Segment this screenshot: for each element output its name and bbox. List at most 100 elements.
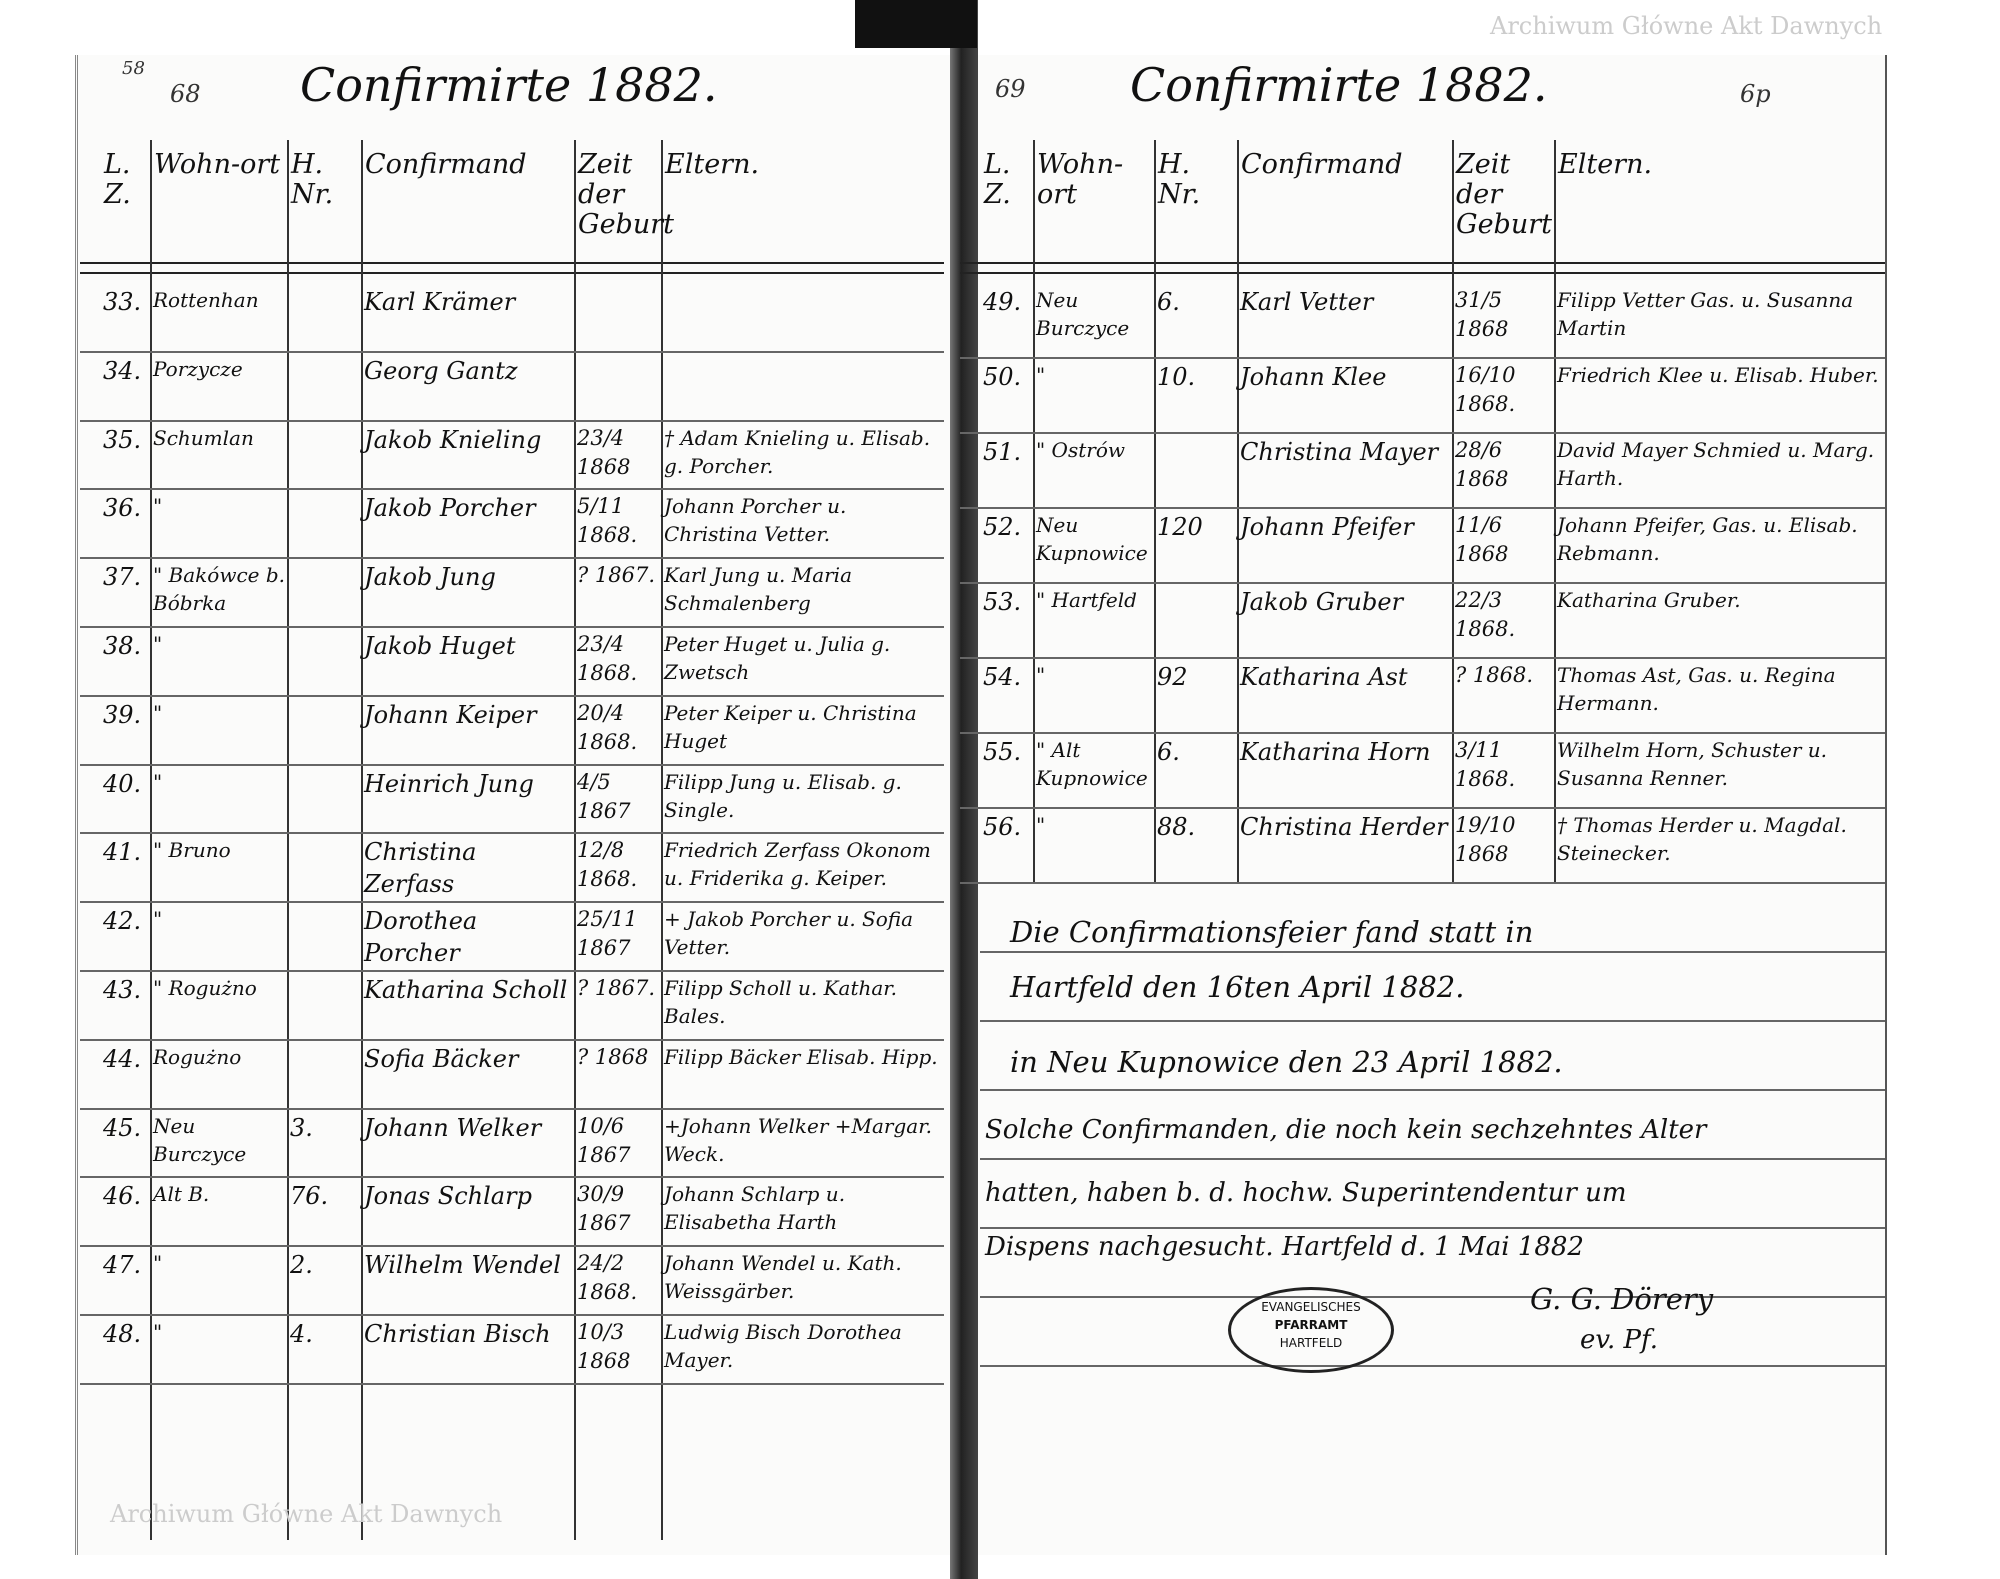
- row-place: " Bakówce b. Bóbrka: [153, 563, 286, 616]
- row-rule: [80, 1382, 944, 1385]
- row-house: 6.: [1157, 738, 1180, 766]
- header-rule: [960, 272, 1885, 274]
- row-parents: Johann Pfeifer, Gas. u. Elisab. Rebmann.: [1557, 513, 1858, 565]
- row-name: Johann Pfeifer: [1240, 513, 1414, 541]
- column-divider: [150, 140, 152, 1540]
- ruled-line: [980, 1296, 1885, 1298]
- row-name: Katharina Horn: [1240, 738, 1431, 766]
- row-place: " Alt Kupnowice: [1036, 738, 1148, 790]
- row-rule: [960, 582, 1885, 584]
- row-name: Jakob Huget: [364, 632, 516, 660]
- row-rule: [80, 694, 944, 697]
- row-name: Jonas Schlarp: [364, 1182, 532, 1211]
- row-no: 44.: [103, 1044, 142, 1073]
- row-no: 53.: [983, 588, 1022, 616]
- note-line-4: Solche Confirmanden, die noch kein sechz…: [985, 1115, 1707, 1145]
- row-no: 46.: [103, 1182, 142, 1211]
- row-place: ": [153, 494, 163, 519]
- column-divider: [1033, 140, 1035, 882]
- row-no: 50.: [983, 363, 1022, 391]
- column-divider: [574, 140, 576, 1540]
- column-divider: [1154, 140, 1156, 882]
- column-divider: [1237, 140, 1239, 882]
- row-name: Christian Bisch: [364, 1320, 551, 1348]
- row-birth: 24/2 1868.: [577, 1251, 638, 1305]
- row-birth: 31/5 1868: [1455, 288, 1509, 341]
- column-header-name: Confirmand: [365, 149, 527, 180]
- signature: G. G. Dörery: [1530, 1282, 1714, 1316]
- column-divider: [287, 140, 289, 1540]
- row-name: Christina Zerfass: [364, 838, 477, 899]
- row-rule: [80, 557, 944, 560]
- row-place: ": [1036, 663, 1046, 687]
- row-rule: [80, 419, 944, 422]
- signature-title: ev. Pf.: [1580, 1325, 1658, 1355]
- row-name: Wilhelm Wendel: [364, 1251, 561, 1280]
- column-header-no: L. Z.: [104, 149, 131, 210]
- row-rule: [80, 1314, 944, 1316]
- left-corner-mark: 58: [122, 58, 145, 79]
- row-house: 4.: [290, 1320, 313, 1348]
- row-no: 54.: [983, 663, 1022, 691]
- note-line-6: Dispens nachgesucht. Hartfeld d. 1 Mai 1…: [985, 1232, 1584, 1262]
- row-name: Johann Keiper: [364, 700, 537, 729]
- row-birth: ? 1867.: [577, 976, 656, 1000]
- row-no: 34.: [103, 356, 142, 385]
- row-rule: [80, 901, 944, 904]
- row-birth: ? 1868: [577, 1044, 649, 1069]
- row-birth: 10/6 1867: [577, 1113, 631, 1167]
- parish-stamp: EVANGELISCHES PFARRAMT HARTFELD: [1228, 1287, 1394, 1373]
- row-no: 47.: [103, 1251, 142, 1280]
- row-place: ": [1036, 363, 1046, 387]
- header-rule: [80, 272, 944, 274]
- row-birth: ? 1867.: [577, 563, 656, 588]
- row-place: ": [153, 632, 163, 656]
- column-header-house: H. Nr.: [1158, 149, 1201, 210]
- row-parents: Friedrich Zerfass Okonom u. Friderika g.…: [664, 838, 931, 891]
- row-no: 55.: [983, 738, 1022, 766]
- column-divider: [1452, 140, 1454, 882]
- column-header-place: Wohn-ort: [154, 149, 281, 180]
- row-name: Heinrich Jung: [364, 769, 534, 798]
- stamp-text: EVANGELISCHES: [1261, 1300, 1361, 1314]
- row-place: ": [153, 769, 163, 794]
- row-birth: 3/11 1868.: [1455, 738, 1516, 791]
- row-no: 33.: [103, 288, 142, 316]
- row-birth: 23/4 1868: [577, 425, 631, 479]
- header-rule: [80, 262, 944, 264]
- column-header-birth: Zeit der Geburt: [578, 149, 674, 240]
- row-name: Christina Herder: [1240, 813, 1448, 841]
- row-parents: † Thomas Herder u. Magdal. Steinecker.: [1557, 813, 1847, 865]
- row-parents: Johann Porcher u. Christina Vetter.: [664, 494, 847, 547]
- ruled-line: [980, 1227, 1885, 1229]
- row-birth: 12/8 1868.: [577, 838, 638, 892]
- row-place: ": [1036, 813, 1046, 837]
- row-name: Jakob Knieling: [364, 425, 542, 454]
- row-no: 49.: [983, 288, 1022, 316]
- row-birth: 5/11 1868.: [577, 494, 638, 548]
- header-rule: [960, 262, 1885, 264]
- row-name: Jakob Jung: [364, 563, 496, 592]
- row-rule: [960, 882, 1885, 884]
- row-birth: 20/4 1868.: [577, 700, 638, 754]
- right-page-number: 69: [995, 75, 1026, 103]
- row-rule: [80, 970, 944, 972]
- row-parents: Katharina Gruber.: [1557, 588, 1741, 612]
- row-rule: [80, 1245, 944, 1248]
- row-birth: 22/3 1868.: [1455, 588, 1516, 641]
- row-no: 51.: [983, 438, 1022, 466]
- row-rule: [960, 357, 1885, 359]
- row-no: 41.: [103, 838, 142, 867]
- row-birth: 19/10 1868: [1455, 813, 1516, 866]
- row-birth: 25/11 1867: [577, 907, 638, 961]
- row-no: 45.: [103, 1113, 142, 1142]
- row-place: " Hartfeld: [1036, 588, 1137, 612]
- row-parents: Filipp Jung u. Elisab. g. Single.: [664, 769, 902, 822]
- row-place: Neu Kupnowice: [1036, 513, 1148, 565]
- row-name: Jakob Porcher: [364, 494, 536, 523]
- row-rule: [960, 432, 1885, 434]
- row-birth: 16/10 1868.: [1455, 363, 1516, 416]
- row-place: " Ostrów: [1036, 438, 1125, 462]
- row-rule: [960, 507, 1885, 509]
- row-parents: Johann Schlarp u. Elisabetha Harth: [664, 1182, 846, 1235]
